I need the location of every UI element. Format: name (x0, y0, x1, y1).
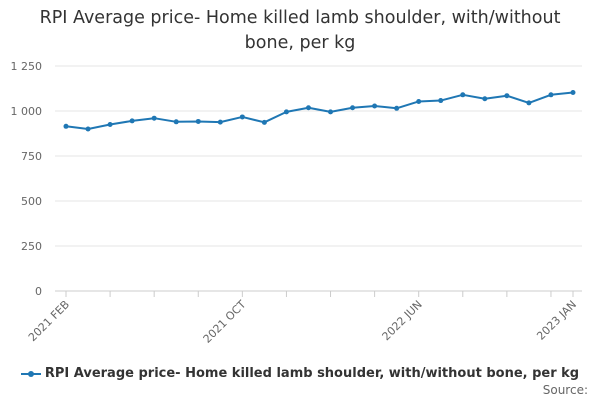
data-point (438, 98, 444, 104)
y-tick-label: 1 250 (11, 60, 43, 73)
data-point (416, 98, 422, 104)
y-tick-label: 1 000 (11, 105, 43, 118)
data-point (173, 119, 179, 125)
series-path (65, 91, 574, 130)
data-point (107, 122, 113, 127)
y-tick-label: 250 (21, 240, 42, 253)
data-point (570, 89, 576, 95)
y-axis: 0 250 500 750 1 000 1 250 (11, 60, 43, 298)
x-axis: 2021 FEB 2021 OCT 2022 JUN 2023 JAN (26, 291, 579, 346)
data-point (261, 119, 267, 125)
source-credit[interactable]: Source: (542, 383, 588, 397)
data-point (151, 115, 157, 121)
data-point (482, 96, 488, 102)
data-point (460, 92, 466, 98)
data-point (129, 118, 135, 124)
legend-symbol (20, 369, 41, 379)
legend[interactable]: RPI Average price- Home killed lamb shou… (0, 366, 600, 381)
y-tick-label: 750 (21, 150, 42, 163)
gridlines (55, 65, 582, 292)
data-point (217, 119, 223, 125)
x-tick-label: 2021 OCT (201, 298, 249, 346)
data-point (195, 118, 201, 124)
chart-title: RPI Average price- Home killed lamb shou… (39, 8, 561, 53)
data-point (239, 114, 245, 120)
x-tick-label: 2022 JUN (380, 298, 425, 343)
legend-label: RPI Average price- Home killed lamb shou… (44, 366, 580, 381)
data-point (63, 123, 69, 129)
y-tick-label: 500 (21, 195, 42, 208)
data-point (526, 100, 532, 106)
data-point (328, 109, 334, 115)
data-point (305, 105, 311, 111)
x-tick-label: 2021 FEB (26, 298, 72, 344)
data-point (350, 105, 356, 111)
data-point (85, 126, 91, 132)
y-tick-label: 0 (35, 285, 42, 298)
data-point (372, 103, 378, 109)
data-point (283, 109, 289, 115)
x-tick-label: 2023 JAN (534, 298, 579, 343)
series-line (63, 89, 576, 132)
data-point (394, 105, 400, 111)
data-point (548, 92, 554, 98)
data-point (504, 93, 510, 99)
